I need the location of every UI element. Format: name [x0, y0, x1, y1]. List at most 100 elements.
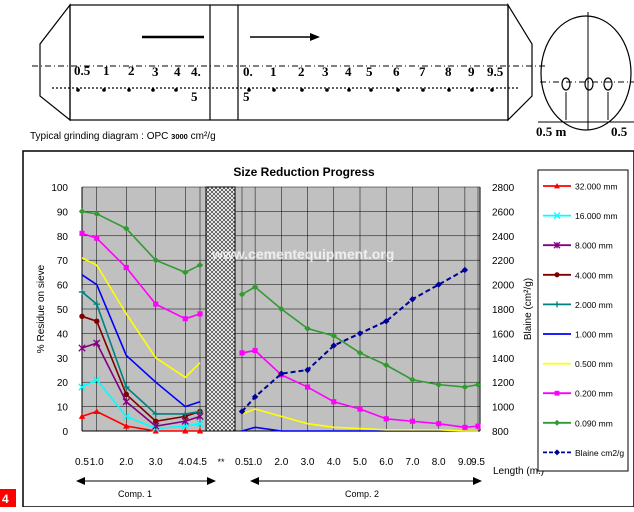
- series-marker: [251, 283, 259, 291]
- legend-item: 16.000 mm: [543, 211, 618, 221]
- series-0-090-mm: [78, 208, 482, 391]
- comp1-sample-dot: [102, 88, 106, 92]
- legend-label: 32.000 mm: [575, 182, 618, 192]
- legend-item: 32.000 mm: [543, 182, 618, 192]
- x-tick-label-comp2: 2.0: [274, 457, 288, 468]
- series-marker: [554, 449, 560, 456]
- series-marker: [461, 383, 469, 391]
- comp2-point-label: 0.: [243, 64, 253, 79]
- series-4-000-mm: [79, 313, 203, 424]
- y2-tick-label: 2200: [492, 256, 515, 267]
- comp2-sample-dot: [470, 88, 474, 92]
- series-marker: [94, 318, 100, 324]
- comp1-point-label: 2: [128, 63, 135, 78]
- series-line-comp1: [81, 274, 201, 408]
- series-marker: [304, 366, 311, 374]
- comp1-span-arrow: [76, 477, 216, 485]
- legend-label: 0.500 mm: [575, 359, 613, 369]
- comp2-sample-dot: [325, 88, 329, 92]
- y-tick-label: 0: [62, 427, 68, 438]
- y-axis-label: % Residue on sieve: [36, 264, 47, 353]
- y2-tick-label: 1400: [492, 354, 515, 365]
- comp1-sample-dot: [174, 88, 178, 92]
- x-tick-label-comp2: 8.0: [432, 457, 446, 468]
- series-marker: [182, 269, 189, 276]
- legend-box: [537, 169, 629, 472]
- series-marker: [94, 235, 100, 241]
- y2-tick-label: 2000: [492, 281, 515, 292]
- series-marker: [435, 381, 442, 388]
- y-tick-label: 50: [57, 305, 69, 316]
- watermark: www.cementequipment.org: [211, 246, 394, 262]
- comp1-point-label: 3: [152, 64, 159, 79]
- x-tick-label-comp2: 9.0: [458, 457, 472, 468]
- comp2-point-label: 7: [419, 64, 426, 79]
- flow-arrowhead: [310, 33, 320, 41]
- comp2-sample-dot: [272, 88, 276, 92]
- series-marker: [278, 370, 285, 377]
- x-tick-label-comp1: 1.0: [90, 457, 104, 468]
- series-marker: [252, 347, 258, 354]
- series-marker: [278, 305, 285, 313]
- series-marker: [182, 410, 189, 418]
- series-marker: [123, 264, 129, 271]
- series-marker: [196, 427, 204, 434]
- mill-feed-cone: [39, 3, 71, 122]
- x-tick-label-comp1: 2.0: [119, 457, 133, 468]
- series-marker: [123, 422, 130, 429]
- y-tick-label: 90: [57, 207, 69, 218]
- comp2-point-label: 8: [445, 64, 452, 79]
- series-marker: [93, 300, 100, 308]
- comp1-point-label: 5: [191, 89, 198, 104]
- series-marker: [383, 416, 389, 422]
- comp1-arrowhead-left: [76, 477, 85, 485]
- end-view-sample-point: [561, 77, 571, 91]
- y2-tick-label: 2600: [492, 207, 515, 218]
- end-view-shell: [540, 15, 632, 131]
- y-tick-label: 60: [57, 281, 69, 292]
- comp2-sample-dot: [247, 88, 251, 92]
- axes: 0 10 20 30 40 50 60 70 80 90 100 800 1000 1200 1400 160…: [51, 183, 514, 468]
- comp2-arrowhead-left: [250, 477, 259, 485]
- series-32-000-mm: [78, 408, 204, 434]
- series-marker: [409, 418, 416, 424]
- comp2-point-label: 3: [322, 64, 329, 79]
- comp2-sample-dot: [421, 88, 425, 92]
- series-marker: [123, 225, 130, 232]
- comp2-arrowhead-right: [473, 477, 482, 485]
- series-marker: [304, 384, 311, 390]
- legend-label: 4.000 mm: [575, 270, 613, 280]
- chart-frame: Size Reduction Progress 0 10 20 30 40 50 60 70 8…: [22, 150, 634, 508]
- series-marker: [554, 272, 560, 278]
- y-tick-label: 80: [57, 232, 69, 243]
- comp1-sample-dot: [127, 88, 131, 92]
- series-marker: [304, 325, 311, 332]
- series-2-000-mm: [78, 288, 204, 418]
- comp2-sample-dot: [447, 88, 451, 92]
- x-tick-label-comp2: 5.0: [353, 457, 367, 468]
- end-view-sample-point: [603, 77, 613, 91]
- comp1-point-label: 4.: [191, 64, 201, 79]
- comp2-point-label: 4: [345, 64, 352, 79]
- series-marker: [78, 383, 86, 391]
- series-marker: [78, 288, 86, 296]
- y2-tick-label: 2400: [492, 232, 515, 243]
- comp1-sample-dot: [151, 88, 155, 92]
- comp2-point-label: 5: [243, 89, 250, 104]
- comp1-label: Comp. 1: [118, 489, 152, 499]
- series-marker: [182, 316, 188, 322]
- legend-label: Blaine cm2/g: [575, 448, 624, 458]
- comp2-point-label: 5: [366, 64, 373, 79]
- mill-diagram: 0.5 1 2 3 4 4.5 0.51 2 3 4 5 6 7 8 9 9.5 0.5 m 0.5 Typ…: [30, 2, 634, 142]
- comp1-sampling-points: 0.5 1 2 3 4 4. 5: [74, 63, 201, 104]
- series-marker: [78, 413, 86, 419]
- legend-label: 0.200 mm: [575, 389, 613, 399]
- x-tick-label-comp2: 6.0: [379, 457, 393, 468]
- y2-tick-label: 2800: [492, 183, 515, 194]
- mill-caption-prefix: Typical grinding diagram : OPC: [30, 131, 171, 142]
- comp1-arrowhead-right: [207, 477, 216, 485]
- y2-tick-label: 800: [492, 427, 509, 438]
- series-1-000-mm: [81, 274, 478, 432]
